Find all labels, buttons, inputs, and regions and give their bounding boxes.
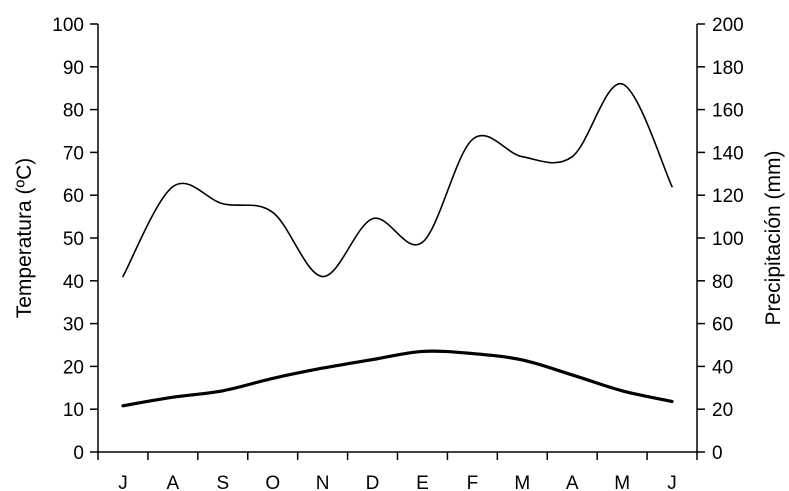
y-left-tick-label: 90 [63, 58, 84, 79]
x-tick-label: M [514, 473, 530, 491]
x-tick-label: A [566, 473, 579, 491]
x-tick-label: D [366, 473, 380, 491]
x-tick-label: M [614, 473, 630, 491]
y-right-tick-label: 60 [712, 315, 733, 336]
precipitation-line [122, 83, 673, 278]
y-right-tick-label: 120 [712, 186, 744, 207]
y-left-tick-label: 10 [63, 400, 84, 421]
x-tick-label: S [216, 473, 229, 491]
y-right-tick-label: 40 [712, 357, 733, 378]
y-left-tick-label: 30 [63, 315, 84, 336]
temperature-line [121, 349, 674, 408]
y-left-tick-label: 100 [52, 15, 84, 36]
y-right-tick-label: 0 [712, 443, 723, 464]
y-left-tick-label: 40 [63, 272, 84, 293]
y-right-tick-label: 200 [712, 15, 744, 36]
x-tick-label: J [118, 473, 128, 491]
y-axis-left-title: Temperatura (ºC) [13, 158, 36, 319]
x-tick-label: O [265, 473, 280, 491]
x-tick-label: E [416, 473, 429, 491]
y-left-tick-label: 60 [63, 186, 84, 207]
y-left-tick-label: 80 [63, 101, 84, 122]
y-left-tick-label: 50 [63, 229, 84, 250]
y-axis-right-title: Precipitación (mm) [762, 150, 785, 325]
series-layer [121, 83, 674, 408]
x-tick-label: J [667, 473, 677, 491]
y-right-tick-label: 20 [712, 400, 733, 421]
x-tick-label: F [467, 473, 479, 491]
y-right-tick-label: 100 [712, 229, 744, 250]
y-right-tick-label: 160 [712, 101, 744, 122]
axes-layer: 0 10 20 30 40 50 60 70 80 90 100 0 20 40 60 80 100 120 140… [52, 15, 743, 491]
y-right-tick-label: 80 [712, 272, 733, 293]
x-tick-label: N [316, 473, 330, 491]
y-left-tick-label: 20 [63, 357, 84, 378]
y-right-tick-label: 180 [712, 58, 744, 79]
y-left-tick-label: 0 [73, 443, 84, 464]
y-right-tick-label: 140 [712, 143, 744, 164]
x-tick-label: A [167, 473, 180, 491]
y-left-tick-label: 70 [63, 143, 84, 164]
